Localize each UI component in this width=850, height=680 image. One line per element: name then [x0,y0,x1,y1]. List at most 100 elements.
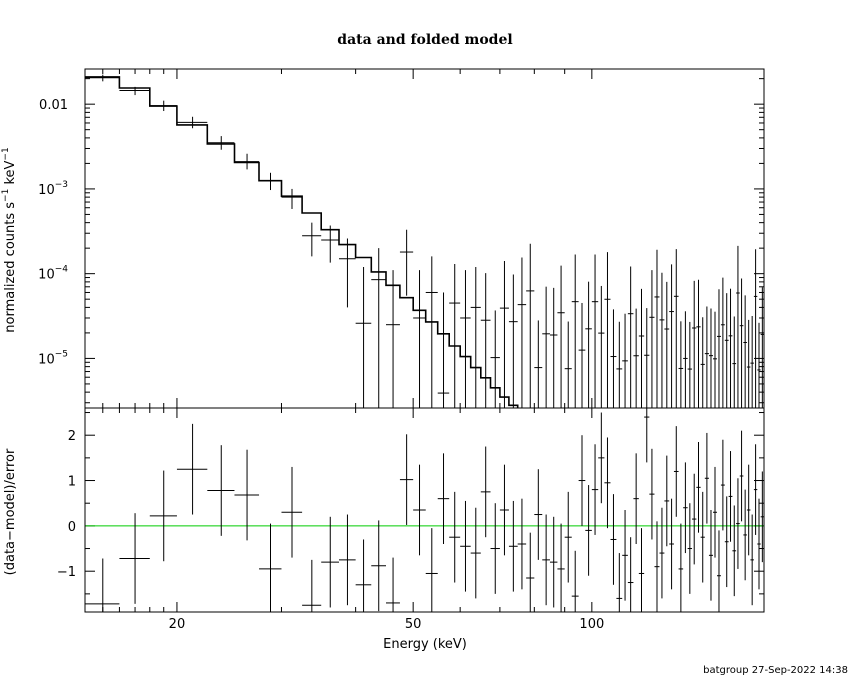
x-tick-label: 100 [579,617,604,632]
residual-point [728,451,733,542]
residual-point [578,435,586,526]
data-point [622,313,628,408]
data-point [750,315,754,408]
data-point [385,270,400,408]
residual-point [736,478,740,569]
residual-point [598,412,605,504]
residual-point [413,464,426,556]
data-point [669,264,674,408]
data-point [437,292,450,408]
x-axis-label: Energy (keV) [383,637,467,652]
data-points [85,74,764,408]
residual-point [542,514,550,606]
residual-point [760,471,764,563]
residual-point [743,489,747,581]
data-point [678,321,684,408]
y-tick-label: 0.01 [39,98,68,113]
footer-timestamp: batgroup 27-Sep-2022 14:38 [703,665,848,676]
data-point [659,272,665,408]
residual-point [385,557,400,612]
data-point [480,273,491,408]
residual-point [591,444,599,535]
data-point [399,229,414,296]
data-point [696,279,701,408]
residual-point [713,466,717,558]
residual-point [664,455,670,547]
residual-point [449,491,461,583]
data-point [757,322,761,408]
data-point [534,320,543,408]
data-point [564,321,572,408]
residual-point [460,500,471,592]
residual-point [644,408,650,463]
data-point [557,265,565,408]
residual-point [678,523,684,612]
bottom-axis-ticks [85,408,764,612]
top-axis-ticks [85,69,764,408]
data-point [549,287,558,408]
residual-point [720,439,725,531]
residual-point [490,503,500,594]
data-point [281,188,303,209]
data-point [713,311,717,408]
data-point [508,274,518,408]
residual-point [85,558,120,612]
residual-point [700,491,705,583]
data-point [371,248,386,408]
residual-point [616,553,623,612]
residual-point [571,550,579,612]
data-point [578,302,586,408]
data-point [321,225,339,263]
residual-point [302,559,322,612]
residual-point [750,514,754,606]
residual-point [604,437,611,529]
residual-point [371,520,386,612]
residual-point [687,503,693,594]
top-y-axis-label: normalized counts s−1 keV−1 [1,147,18,332]
residual-point [234,449,260,541]
residual-point [638,528,645,612]
residual-point [557,523,565,612]
data-point [627,266,634,408]
data-point [760,287,764,408]
data-point [633,308,639,408]
data-point [692,280,697,408]
residual-point [704,432,709,524]
model-step-line [85,76,519,408]
data-point [585,281,592,408]
residual-point [669,498,674,590]
data-point [724,293,729,408]
y-tick-label: −1 [57,565,76,580]
residual-point [480,446,491,538]
residual-point [549,516,558,608]
data-point [571,254,579,408]
data-point [616,321,623,408]
residual-point [696,442,701,533]
data-point [610,309,617,408]
data-point [526,243,535,408]
data-point [649,270,655,408]
data-point [753,249,758,408]
data-point [517,257,527,408]
residual-point [499,464,509,556]
residual-point [610,494,617,585]
data-point [687,321,693,408]
data-point [449,264,461,408]
data-point [499,260,509,408]
data-point [720,277,725,408]
residual-point [338,514,356,606]
data-point [604,252,611,408]
top-y-tick-labels: 0.01 10−3 10−4 10−5 [38,98,68,367]
data-point [683,311,688,408]
residual-point [585,485,592,576]
data-point [413,270,426,408]
residual-point [739,430,744,522]
residual-point [281,466,303,558]
data-point [259,172,282,191]
residual-point [399,434,414,525]
residual-point [176,423,208,515]
y-tick-label: 10−5 [38,349,68,367]
residual-point [321,516,339,608]
data-point [355,266,372,408]
residual-point [659,507,665,599]
